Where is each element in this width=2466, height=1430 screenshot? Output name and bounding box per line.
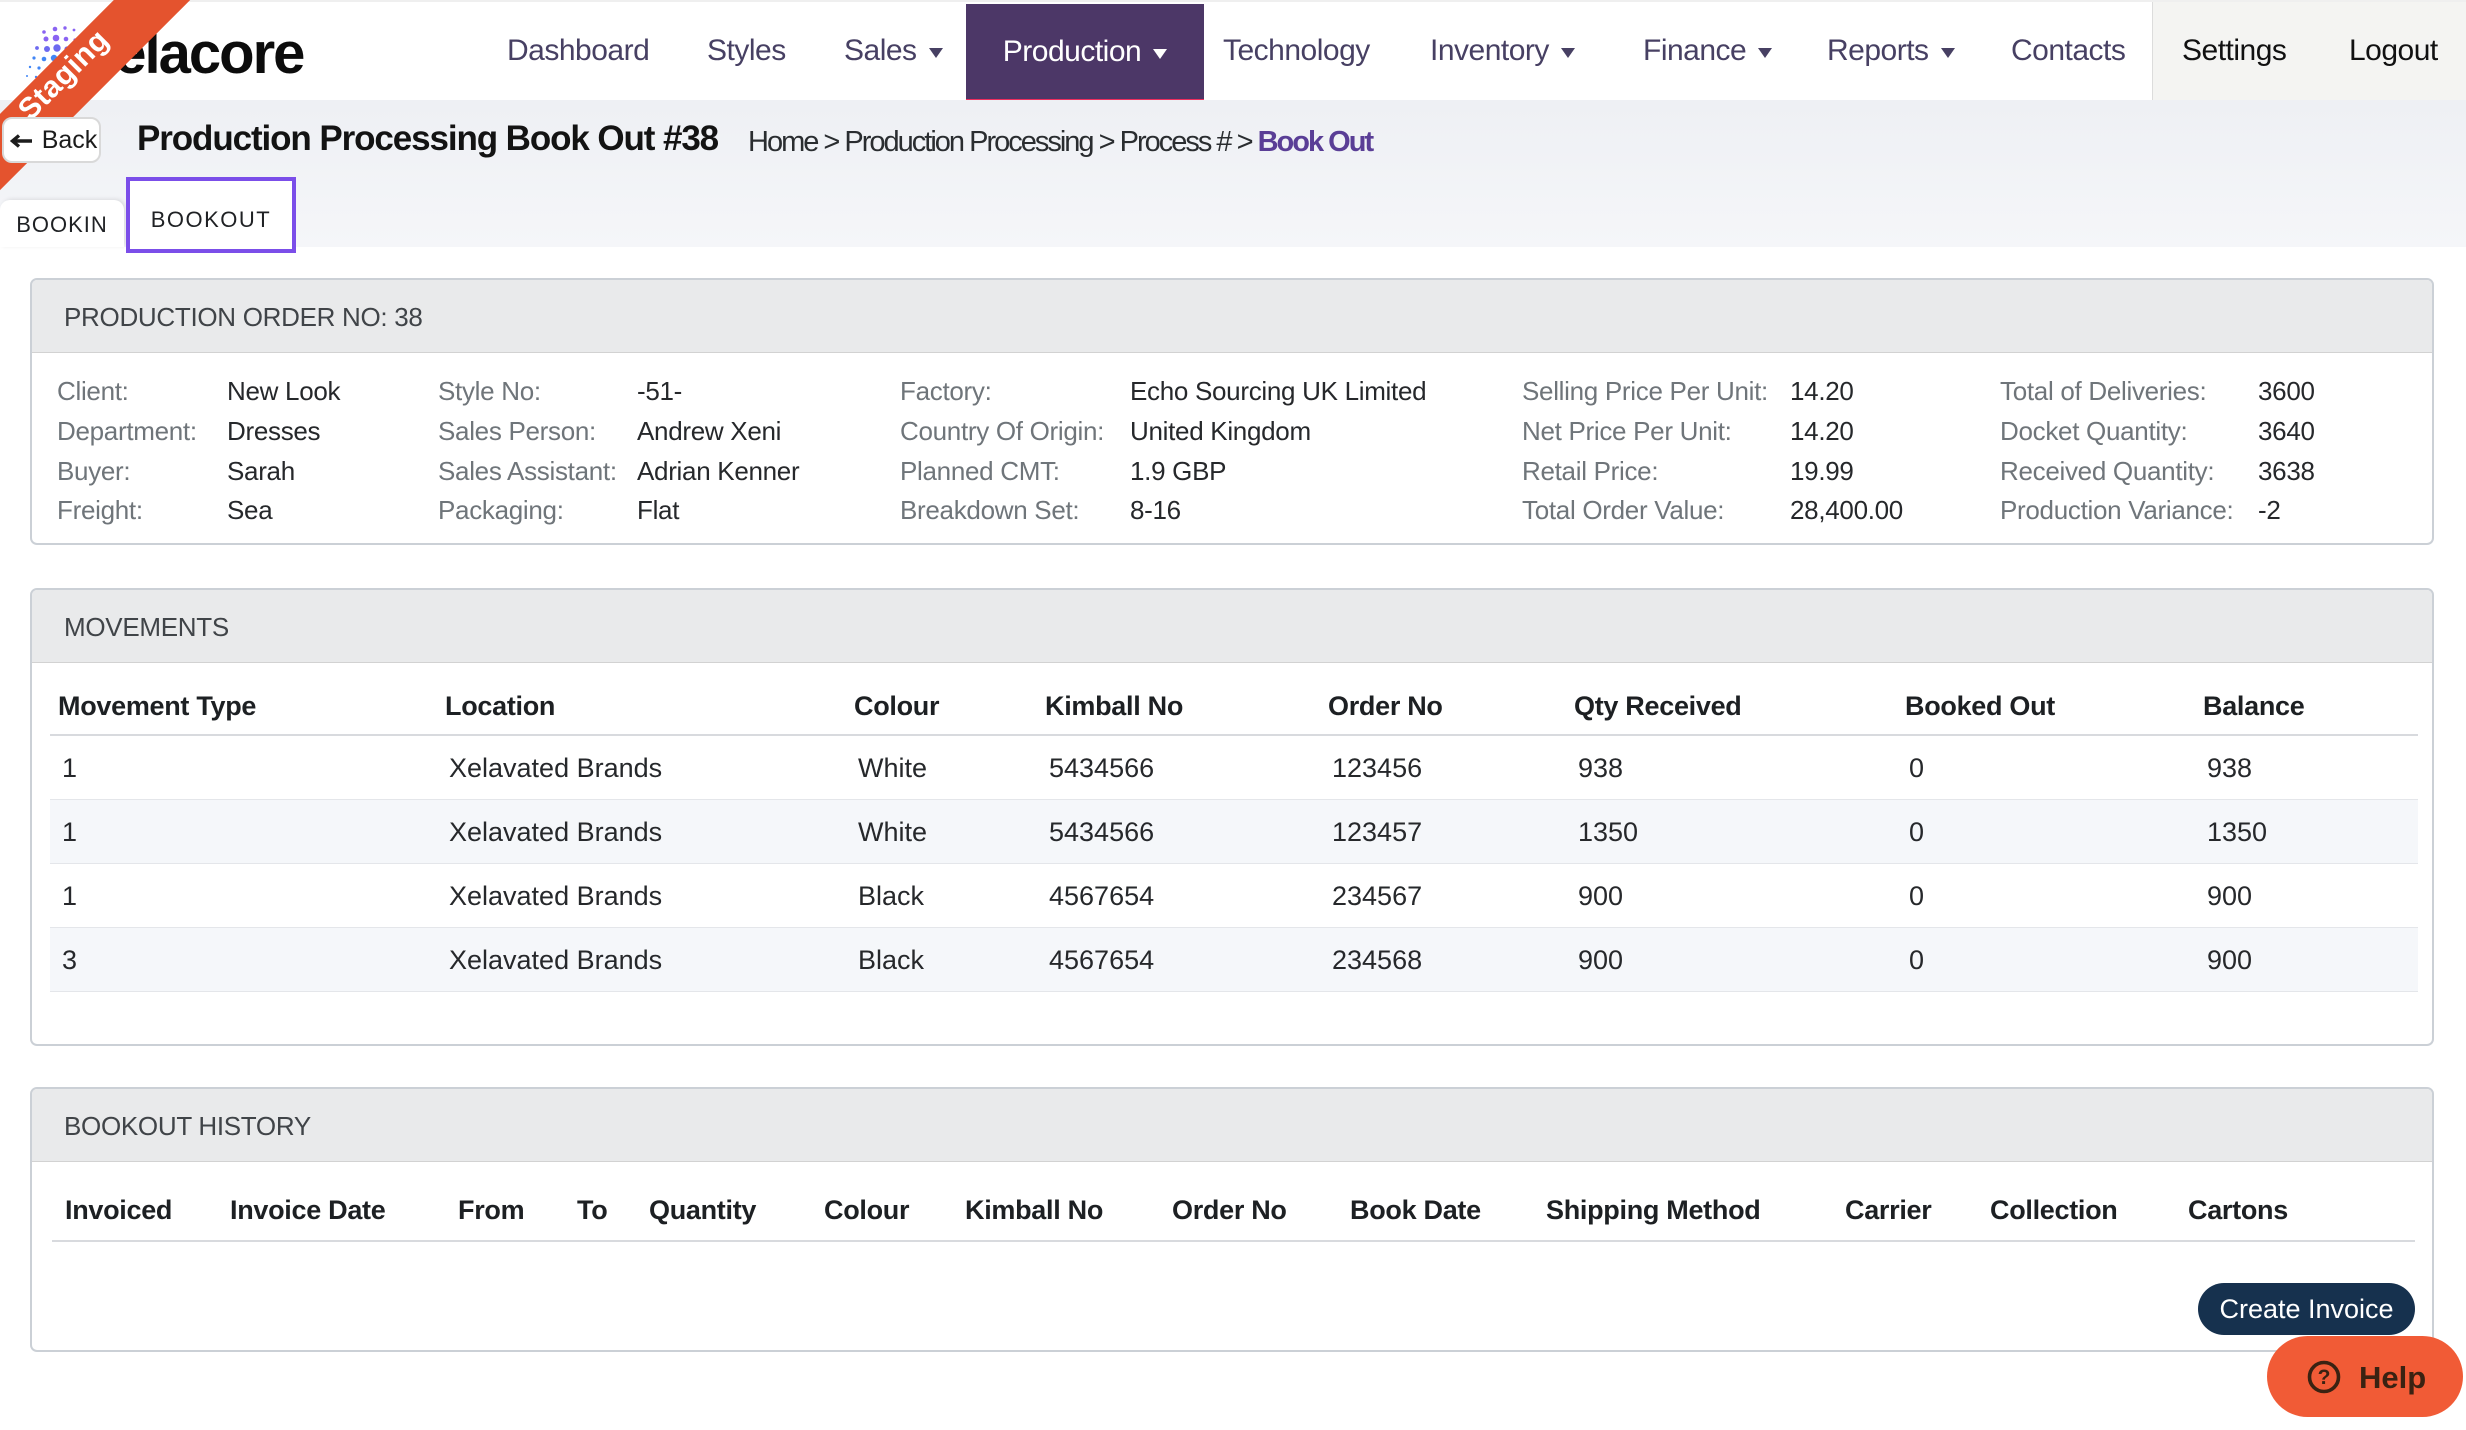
svg-text:?: ? [2318,1366,2331,1389]
